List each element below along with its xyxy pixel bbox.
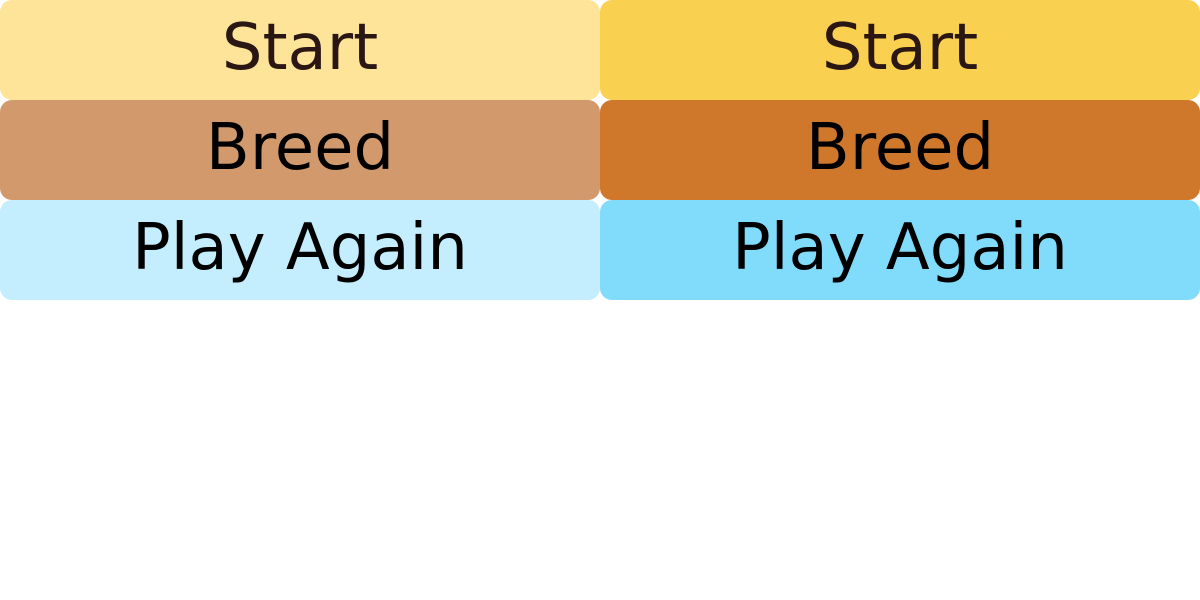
play-again-button-normal[interactable]: Play Again (0, 200, 600, 300)
play-again-button-label: Play Again (732, 211, 1068, 285)
start-button-hover[interactable]: Start (600, 0, 1200, 100)
play-again-button-hover[interactable]: Play Again (600, 200, 1200, 300)
breed-button-normal[interactable]: Breed (0, 100, 600, 200)
breed-button-hover[interactable]: Breed (600, 100, 1200, 200)
breed-button-label: Breed (805, 111, 995, 185)
start-button-label: Start (221, 11, 379, 85)
play-again-button-label: Play Again (132, 211, 468, 285)
start-button-normal[interactable]: Start (0, 0, 600, 100)
normal-state-column: Start Breed Play Again (0, 0, 600, 300)
start-button-label: Start (821, 11, 979, 85)
breed-button-label: Breed (205, 111, 395, 185)
hover-state-column: Start Breed Play Again (600, 0, 1200, 300)
